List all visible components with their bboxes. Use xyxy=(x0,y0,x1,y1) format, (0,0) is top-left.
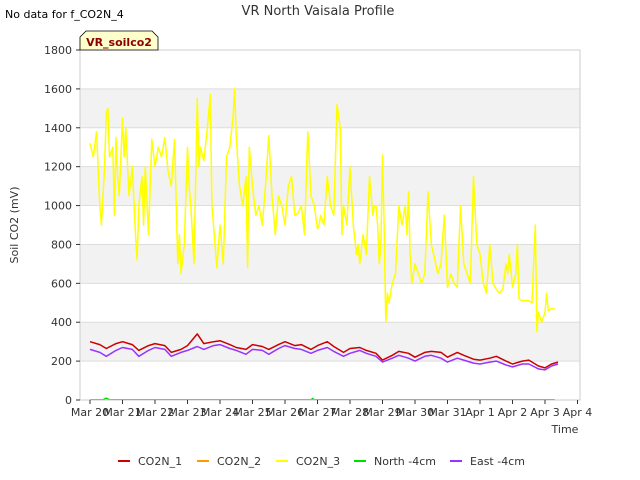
site-badge: VR_soilco2 xyxy=(79,30,159,51)
x-tick-label: Mar 30 xyxy=(396,406,434,419)
x-tick-label: Mar 31 xyxy=(428,406,466,419)
grid-band xyxy=(80,322,580,362)
legend-entry: East -4cm xyxy=(450,455,525,468)
x-tick-label: Apr 3 xyxy=(530,406,560,419)
x-tick-label: Apr 1 xyxy=(465,406,495,419)
x-tick-label: Apr 4 xyxy=(563,406,593,419)
x-tick-label: Mar 22 xyxy=(136,406,174,419)
y-tick-label: 1800 xyxy=(44,44,72,57)
y-tick-label: 0 xyxy=(65,394,72,407)
x-tick-label: Mar 29 xyxy=(363,406,401,419)
series-line-co2n-3 xyxy=(89,88,555,333)
y-axis-ticks: 0 200 400 600 800 1000 1200 1400 1600 1800 xyxy=(44,44,80,407)
site-badge-box xyxy=(79,30,159,51)
x-tick-label: Mar 26 xyxy=(266,406,304,419)
legend-entry: CO2N_3 xyxy=(276,455,340,468)
x-tick-label: Apr 2 xyxy=(498,406,528,419)
legend-entry: North -4cm xyxy=(354,455,436,468)
corner-note: No data for f_CO2N_4 xyxy=(5,8,124,21)
y-axis-label: Soil CO2 (mV) xyxy=(8,187,21,264)
site-badge-label: VR_soilco2 xyxy=(86,36,152,49)
legend-label: CO2N_3 xyxy=(296,455,340,468)
grid-band xyxy=(80,88,580,128)
y-tick-label: 400 xyxy=(51,316,72,329)
x-tick-label: Mar 28 xyxy=(331,406,369,419)
legend-label: CO2N_1 xyxy=(138,455,182,468)
y-tick-label: 1600 xyxy=(44,83,72,96)
y-tick-label: 600 xyxy=(51,277,72,290)
grid-band xyxy=(80,283,580,323)
x-tick-label: Mar 24 xyxy=(201,406,239,419)
grid-band xyxy=(80,50,580,89)
y-tick-label: 800 xyxy=(51,238,72,251)
y-tick-label: 200 xyxy=(51,355,72,368)
x-tick-label: Mar 25 xyxy=(233,406,271,419)
y-tick-label: 1200 xyxy=(44,161,72,174)
grid-band xyxy=(80,244,580,284)
legend-label: East -4cm xyxy=(470,455,525,468)
x-tick-label: Mar 27 xyxy=(298,406,336,419)
legend-entry: CO2N_1 xyxy=(118,455,182,468)
grid-band xyxy=(80,361,580,400)
series-line-co2n-1 xyxy=(89,333,559,369)
x-axis-label: Time xyxy=(551,423,579,436)
legend-label: North -4cm xyxy=(374,455,436,468)
grid-bands xyxy=(80,50,580,400)
legend-label: CO2N_2 xyxy=(217,455,261,468)
chart-title: VR North Vaisala Profile xyxy=(242,4,395,19)
legend-entry: CO2N_2 xyxy=(197,455,261,468)
x-tick-label: Mar 20 xyxy=(71,406,109,419)
legend: CO2N_1 CO2N_2 CO2N_3 North -4cm East -4cm xyxy=(118,455,525,468)
y-tick-label: 1000 xyxy=(44,200,72,213)
series-line-east-4cm xyxy=(89,343,559,371)
y-tick-label: 1400 xyxy=(44,122,72,135)
grid-band xyxy=(80,205,580,245)
x-tick-label: Mar 23 xyxy=(168,406,206,419)
x-tick-label: Mar 21 xyxy=(103,406,141,419)
plot-frame xyxy=(79,49,581,401)
